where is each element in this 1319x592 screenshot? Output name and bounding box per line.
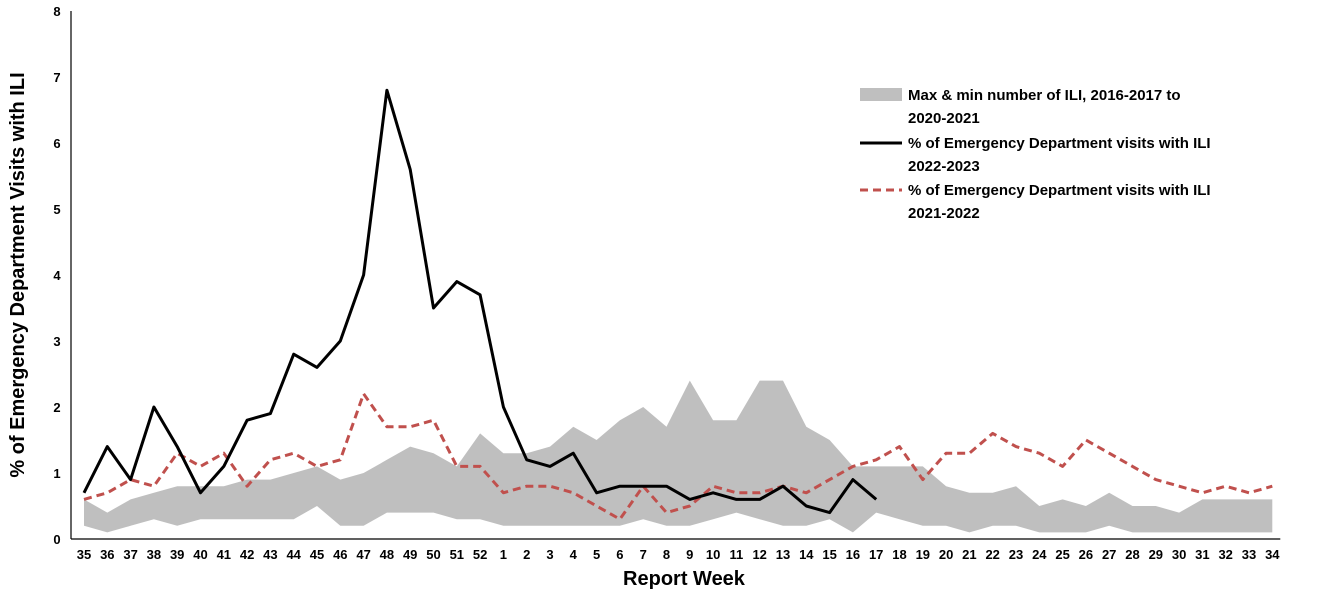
x-tick-label: 35: [77, 547, 91, 562]
x-tick-label: 25: [1055, 547, 1069, 562]
x-axis-title: Report Week: [623, 568, 746, 590]
x-tick-label: 12: [752, 547, 766, 562]
x-tick-label: 37: [123, 547, 137, 562]
x-tick-label: 17: [869, 547, 883, 562]
legend: Max & min number of ILI, 2016-2017 to 20…: [860, 87, 1211, 222]
y-tick-label: 0: [53, 532, 60, 547]
x-tick-label: 20: [939, 547, 953, 562]
y-tick-label: 3: [53, 334, 60, 349]
x-tick-label: 8: [663, 547, 670, 562]
y-tick-label: 8: [53, 4, 60, 19]
x-tick-label: 5: [593, 547, 600, 562]
y-tick-label: 5: [53, 202, 60, 217]
legend-label-2022-2023: % of Emergency Department visits with IL…: [908, 135, 1211, 152]
x-tick-label: 50: [426, 547, 440, 562]
x-tick-label: 21: [962, 547, 976, 562]
x-tick-label: 15: [822, 547, 836, 562]
series-layer: [82, 88, 1273, 521]
x-tick-label: 39: [170, 547, 184, 562]
legend-swatch-band: [860, 88, 902, 101]
y-tick-label: 4: [53, 268, 61, 283]
x-tick-label: 14: [799, 547, 814, 562]
x-tick-label: 51: [450, 547, 464, 562]
x-tick-labels: 35 36 37 38 39 40 41 42 43 44 45 46 47 48 49 50 51 52 1 2 3 4…: [77, 547, 1281, 562]
x-tick-label: 45: [310, 547, 324, 562]
x-tick-label: 48: [380, 547, 394, 562]
x-tick-label: 43: [263, 547, 277, 562]
x-tick-label: 32: [1218, 547, 1232, 562]
x-tick-label: 52: [473, 547, 487, 562]
x-tick-label: 10: [706, 547, 720, 562]
x-tick-label: 26: [1079, 547, 1093, 562]
x-tick-label: 9: [686, 547, 693, 562]
legend-label-2021-2022: % of Emergency Department visits with IL…: [908, 182, 1211, 199]
y-tick-label: 7: [53, 70, 60, 85]
legend-label-2021-2022-line2: 2021-2022: [908, 205, 980, 222]
legend-label-band-line2: 2020-2021: [908, 110, 980, 127]
x-tick-label: 27: [1102, 547, 1116, 562]
y-tick-labels: 0 1 2 3 4 5 6 7 8: [53, 4, 61, 547]
y-tick-label: 2: [53, 400, 60, 415]
x-tick-label: 41: [217, 547, 231, 562]
x-tick-label: 2: [523, 547, 530, 562]
legend-label-band: Max & min number of ILI, 2016-2017 to: [908, 87, 1181, 104]
x-tick-label: 30: [1172, 547, 1186, 562]
y-tick-label: 1: [53, 466, 60, 481]
x-tick-label: 38: [147, 547, 161, 562]
x-tick-label: 33: [1242, 547, 1256, 562]
x-tick-label: 31: [1195, 547, 1209, 562]
legend-label-2022-2023-line2: 2022-2023: [908, 158, 980, 175]
x-tick-label: 7: [640, 547, 647, 562]
x-tick-label: 49: [403, 547, 417, 562]
band-area-max-min: [84, 380, 1273, 533]
axes-layer: [70, 11, 1281, 540]
x-tick-label: 13: [776, 547, 790, 562]
series-line-2022-2023: [82, 88, 878, 515]
x-tick-label: 28: [1125, 547, 1139, 562]
x-tick-label: 29: [1149, 547, 1163, 562]
x-tick-label: 46: [333, 547, 347, 562]
y-tick-label: 6: [53, 136, 60, 151]
x-tick-label: 47: [356, 547, 370, 562]
x-tick-label: 4: [570, 547, 578, 562]
x-tick-label: 1: [500, 547, 507, 562]
x-tick-label: 19: [916, 547, 930, 562]
y-axis-title: % of Emergency Department Visits with IL…: [7, 72, 29, 477]
x-tick-label: 23: [1009, 547, 1023, 562]
x-tick-label: 40: [193, 547, 207, 562]
x-tick-label: 42: [240, 547, 254, 562]
x-tick-label: 34: [1265, 547, 1280, 562]
x-tick-label: 36: [100, 547, 114, 562]
x-tick-label: 18: [892, 547, 906, 562]
x-tick-label: 11: [730, 547, 744, 562]
x-tick-label: 6: [616, 547, 623, 562]
x-tick-label: 22: [985, 547, 999, 562]
min-max-band-layer: [84, 380, 1273, 533]
x-tick-label: 44: [286, 547, 301, 562]
x-tick-label: 16: [846, 547, 860, 562]
x-tick-label: 24: [1032, 547, 1047, 562]
x-tick-label: 3: [546, 547, 553, 562]
